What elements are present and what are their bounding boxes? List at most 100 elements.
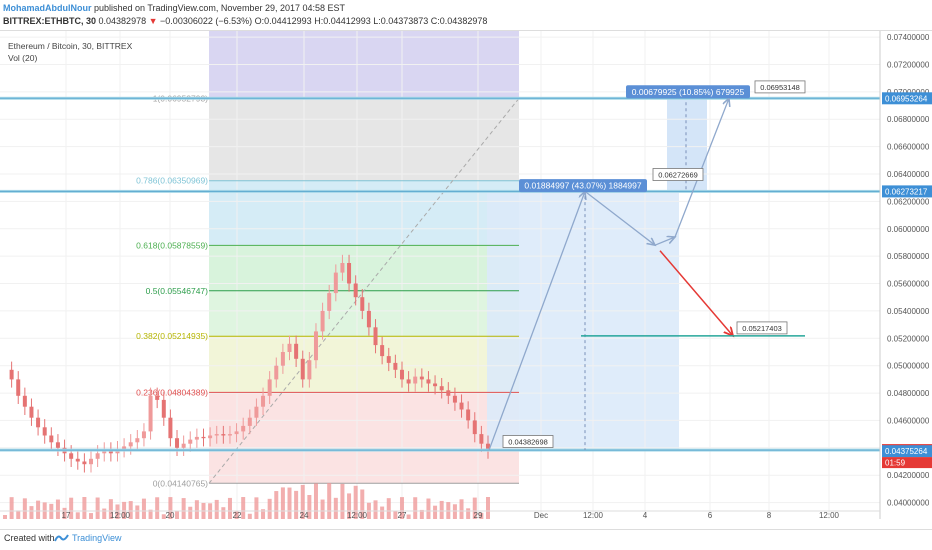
price-callout-text: 0.04382698: [508, 438, 548, 447]
price-label-text: 0.06273217: [885, 187, 928, 196]
volume-bar: [75, 512, 80, 519]
volume-bar: [380, 506, 385, 519]
candle-body: [353, 283, 358, 298]
bearish-arrow: [659, 250, 733, 336]
created-with-label: Created with: [4, 533, 55, 543]
volume-bar: [128, 501, 133, 519]
candle-body: [452, 395, 457, 403]
candle-body: [181, 443, 186, 448]
candle-body: [413, 376, 418, 384]
candle-body: [22, 395, 27, 407]
volume-bar: [479, 512, 484, 519]
chart-panel[interactable]: 1(0.06952793)0.786(0.06350969)0.618(0.05…: [0, 30, 932, 530]
candle-body: [479, 434, 484, 444]
volume-bar: [241, 497, 246, 519]
author-name[interactable]: MohamadAbdulNour: [3, 3, 92, 13]
price-chart[interactable]: 1(0.06952793)0.786(0.06350969)0.618(0.05…: [0, 31, 932, 529]
volume-bar: [340, 483, 345, 519]
time-tick-label: 8: [767, 511, 772, 520]
candle-body: [287, 343, 292, 352]
price-tick-label: 0.06200000: [887, 197, 930, 206]
price-callout-text: 0.06272669: [658, 171, 698, 180]
volume-bar: [452, 504, 457, 519]
volume-bar: [413, 497, 418, 519]
volume-bar: [16, 510, 21, 519]
countdown-box: [882, 457, 932, 469]
volume-bar: [439, 500, 444, 519]
volume-bar: [122, 501, 127, 519]
last-price: 0.04382978: [98, 16, 147, 26]
volume-bar: [353, 485, 358, 519]
price-tick-label: 0.04800000: [887, 389, 930, 398]
volume-bar: [313, 483, 318, 519]
volume-bar: [181, 498, 186, 519]
measure-label-box: [626, 85, 750, 99]
candle-body: [155, 395, 160, 400]
volume-bar: [69, 497, 74, 519]
price-tick-label: 0.05600000: [887, 280, 930, 289]
candle-body: [168, 417, 173, 439]
fib-level-label: 0.236(0.04804389): [136, 387, 208, 397]
volume-bar: [287, 487, 292, 519]
volume-bar: [373, 500, 378, 519]
candle-body: [89, 458, 94, 465]
candle-body: [49, 435, 54, 443]
fib-level-label: 0.786(0.06350969): [136, 176, 208, 186]
volume-bar: [486, 497, 490, 519]
fib-zone: [209, 336, 519, 393]
volume-bar: [148, 509, 153, 519]
price-callout-box: [754, 80, 806, 94]
candle-body: [122, 446, 127, 450]
candle-body: [320, 310, 325, 332]
candle-body: [466, 409, 471, 421]
time-tick-label: 29: [474, 511, 483, 520]
projection-arrow: [674, 98, 729, 238]
volume-bar: [426, 498, 431, 519]
time-tick-label: 24: [300, 511, 309, 520]
candle-body: [188, 439, 193, 444]
candle-body: [214, 434, 219, 436]
time-tick-label: 27: [398, 511, 407, 520]
fib-level-label: 0.5(0.05546747): [146, 286, 209, 296]
volume-bar: [399, 497, 404, 519]
candle-body: [9, 369, 14, 380]
volume-bar: [188, 506, 193, 519]
candle-body: [241, 425, 246, 432]
price-change: −0.00306022 (−6.53%): [160, 16, 253, 26]
volume-bar: [3, 515, 7, 519]
volume-bar: [194, 500, 199, 519]
volume-bar: [168, 497, 173, 519]
volume-bar: [227, 497, 232, 519]
volume-bar: [29, 506, 34, 519]
volume-bar: [9, 497, 14, 519]
ohlc-values: O:0.04412993 H:0.04412993 L:0.04373873 C…: [254, 16, 488, 26]
projection-arrow: [488, 191, 585, 451]
candle-body: [486, 443, 490, 451]
price-tick-label: 0.06000000: [887, 225, 930, 234]
candle-body: [201, 436, 206, 439]
volume-bar: [294, 490, 299, 519]
candle-body: [194, 436, 199, 440]
volume-bar: [307, 495, 312, 519]
candle-body: [82, 461, 87, 465]
candle-body: [406, 379, 411, 384]
time-tick-label: 12:00: [583, 511, 604, 520]
volume-bar: [22, 498, 27, 519]
price-tick-label: 0.05000000: [887, 362, 930, 371]
volume-bar: [115, 504, 120, 519]
candle-body: [254, 406, 259, 418]
price-tick-label: 0.05200000: [887, 334, 930, 343]
candle-body: [267, 379, 272, 396]
publication-header: MohamadAbdulNour published on TradingVie…: [0, 0, 932, 30]
volume-bar: [327, 483, 332, 519]
chart-legend: Ethereum / Bitcoin, 30, BITTREX Vol (20): [8, 40, 132, 64]
candle-body: [42, 427, 47, 436]
candle-body: [327, 293, 332, 311]
candle-body: [75, 458, 80, 462]
price-tick-label: 0.05400000: [887, 307, 930, 316]
volume-bar: [108, 499, 113, 519]
volume-bar: [333, 497, 338, 519]
price-callout-box: [652, 168, 704, 181]
candle-body: [399, 369, 404, 380]
tradingview-link[interactable]: TradingView: [72, 533, 122, 543]
